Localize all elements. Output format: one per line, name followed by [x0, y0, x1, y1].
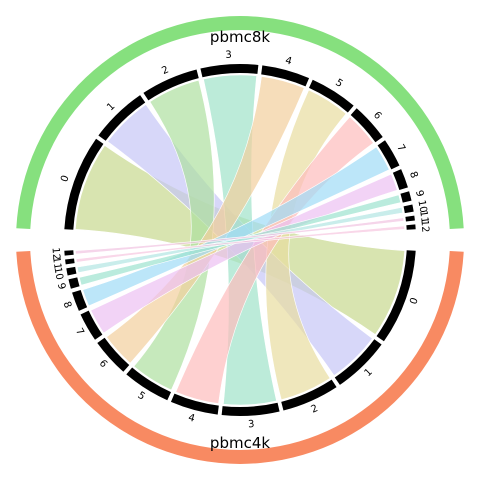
cluster-arc-pbmc4k-2: [281, 379, 337, 411]
cluster-label-pbmc8k-7: 7: [394, 143, 407, 154]
cluster-arc-pbmc8k-12: [406, 224, 416, 230]
cluster-arc-pbmc8k-10: [403, 204, 414, 214]
cluster-label-pbmc4k-12: 12: [50, 247, 62, 261]
cluster-arc-pbmc8k-5: [309, 79, 354, 113]
cluster-arc-pbmc8k-11: [405, 215, 415, 222]
cluster-arc-pbmc8k-3: [200, 64, 259, 78]
cluster-arc-pbmc4k-9: [68, 277, 80, 289]
cluster-arc-pbmc4k-5: [126, 367, 171, 401]
link-10-10: [76, 206, 404, 274]
cluster-label-pbmc4k-4: 4: [187, 412, 196, 424]
cluster-arc-pbmc4k-3: [221, 402, 280, 416]
cluster-label-pbmc8k-8: 8: [407, 170, 420, 180]
link-2-5: [133, 79, 215, 391]
cluster-label-pbmc8k-6: 6: [371, 110, 383, 122]
link-12-11: [75, 225, 405, 263]
cluster-arc-pbmc4k-1: [334, 339, 382, 385]
cluster-label-pbmc8k-1: 1: [105, 101, 117, 113]
cluster-label-pbmc8k-10: 10: [415, 199, 428, 214]
cluster-label-pbmc4k-9: 9: [55, 282, 67, 291]
link-4-6: [106, 76, 305, 364]
cluster-label-pbmc4k-2: 2: [309, 403, 319, 416]
cluster-label-pbmc4k-0: 0: [408, 296, 420, 306]
cluster-label-pbmc8k-4: 4: [284, 55, 293, 67]
cluster-label-pbmc8k-5: 5: [333, 77, 344, 90]
cluster-label-pbmc4k-3: 3: [248, 419, 255, 430]
cluster-label-pbmc8k-3: 3: [225, 50, 232, 61]
cluster-arc-pbmc8k-9: [400, 191, 412, 203]
links: [75, 74, 405, 406]
link-8-7: [90, 173, 398, 334]
cluster-label-pbmc8k-11: 11: [417, 210, 430, 224]
cluster-label-pbmc4k-7: 7: [73, 326, 86, 337]
cluster-arc-pbmc8k-4: [261, 65, 310, 87]
group-label-pbmc8k: pbmc8k: [210, 28, 270, 46]
cluster-arc-pbmc8k-1: [98, 95, 146, 141]
cluster-label-pbmc4k-10: 10: [52, 266, 65, 281]
cluster-arc-pbmc4k-0: [376, 250, 416, 342]
cluster-label-pbmc4k-1: 1: [363, 367, 375, 379]
cluster-arc-pbmc4k-12: [64, 250, 74, 256]
cluster-label-pbmc8k-2: 2: [160, 64, 170, 77]
cluster-arc-pbmc4k-11: [65, 258, 75, 265]
cluster-arc-pbmc4k-6: [97, 337, 130, 372]
cluster-arc-pbmc8k-8: [392, 169, 408, 191]
cluster-arc-pbmc4k-4: [170, 393, 219, 415]
cluster-label-pbmc8k-0: 0: [59, 174, 71, 184]
cluster-label-pbmc4k-6: 6: [97, 358, 109, 370]
cluster-arc-pbmc4k-10: [66, 266, 77, 276]
link-7-8: [82, 146, 390, 307]
cluster-arc-pbmc4k-8: [72, 289, 88, 311]
cluster-label-pbmc8k-9: 9: [413, 189, 425, 198]
cluster-label-pbmc4k-5: 5: [135, 390, 146, 403]
cluster-arc-pbmc8k-0: [64, 138, 104, 230]
cluster-arc-pbmc8k-7: [377, 140, 400, 170]
cluster-arc-pbmc4k-7: [80, 310, 103, 340]
cluster-label-pbmc8k-12: 12: [419, 219, 431, 233]
cluster-arcs: [64, 64, 416, 416]
cluster-arc-pbmc8k-2: [143, 69, 199, 101]
link-11-12: [75, 217, 405, 255]
group-label-pbmc4k: pbmc4k: [210, 434, 270, 452]
cluster-label-pbmc4k-8: 8: [61, 300, 74, 310]
cluster-label-pbmc4k-11: 11: [50, 256, 63, 270]
cluster-arc-pbmc8k-6: [350, 108, 383, 143]
